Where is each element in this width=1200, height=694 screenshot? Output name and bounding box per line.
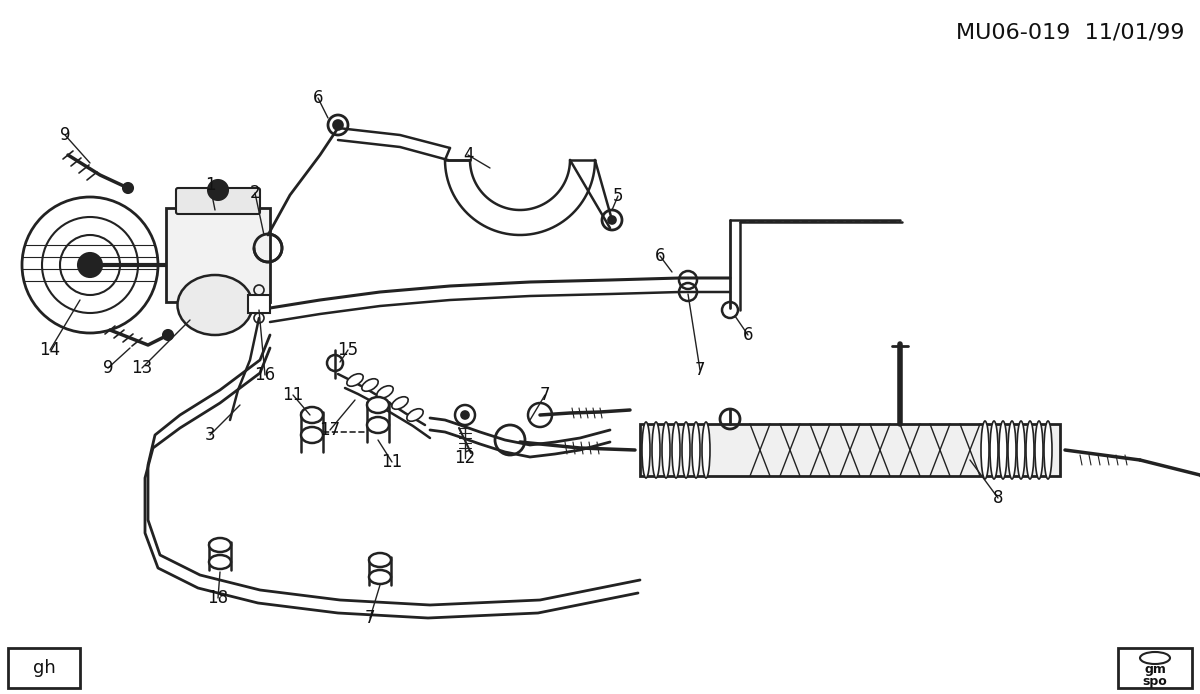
Ellipse shape <box>998 421 1007 479</box>
Text: 3: 3 <box>205 426 215 444</box>
Ellipse shape <box>362 379 378 391</box>
Ellipse shape <box>1034 421 1043 479</box>
FancyBboxPatch shape <box>176 188 260 214</box>
Circle shape <box>461 411 469 419</box>
Ellipse shape <box>662 422 670 478</box>
Text: 7: 7 <box>695 361 706 379</box>
Bar <box>8 648 80 688</box>
Ellipse shape <box>209 538 230 552</box>
Text: 6: 6 <box>655 247 665 265</box>
Circle shape <box>608 216 616 224</box>
Text: 9: 9 <box>103 359 113 377</box>
Text: 2: 2 <box>250 184 260 202</box>
Bar <box>1118 648 1192 688</box>
Ellipse shape <box>301 407 323 423</box>
Text: 7: 7 <box>365 609 376 627</box>
Ellipse shape <box>990 421 998 479</box>
Bar <box>248 295 270 313</box>
Circle shape <box>208 180 228 200</box>
Text: 15: 15 <box>337 341 359 359</box>
Ellipse shape <box>370 553 391 567</box>
Circle shape <box>334 120 343 130</box>
Ellipse shape <box>672 422 680 478</box>
Text: 11: 11 <box>282 386 304 404</box>
Text: gm: gm <box>1144 663 1166 677</box>
Ellipse shape <box>982 421 989 479</box>
Ellipse shape <box>1008 421 1016 479</box>
Ellipse shape <box>347 374 364 387</box>
Ellipse shape <box>367 397 389 413</box>
Ellipse shape <box>178 275 252 335</box>
Text: spo: spo <box>1142 675 1168 688</box>
Text: 6: 6 <box>743 326 754 344</box>
Text: 1: 1 <box>205 176 215 194</box>
Ellipse shape <box>392 397 408 409</box>
Ellipse shape <box>209 555 230 569</box>
Text: 17: 17 <box>319 421 341 439</box>
Text: 7: 7 <box>540 386 551 404</box>
Bar <box>640 424 1060 476</box>
Ellipse shape <box>652 422 660 478</box>
Ellipse shape <box>377 386 394 398</box>
Circle shape <box>124 183 133 193</box>
Ellipse shape <box>692 422 700 478</box>
Ellipse shape <box>642 422 650 478</box>
Text: 13: 13 <box>131 359 152 377</box>
Text: 4: 4 <box>463 146 473 164</box>
Ellipse shape <box>682 422 690 478</box>
Text: 11: 11 <box>382 453 403 471</box>
Ellipse shape <box>1044 421 1052 479</box>
Text: gh: gh <box>32 659 55 677</box>
Ellipse shape <box>1026 421 1034 479</box>
Ellipse shape <box>1018 421 1025 479</box>
Text: 9: 9 <box>60 126 71 144</box>
Ellipse shape <box>702 422 710 478</box>
Text: 18: 18 <box>208 589 228 607</box>
Circle shape <box>163 330 173 340</box>
Text: 16: 16 <box>254 366 276 384</box>
Circle shape <box>78 253 102 277</box>
Text: MU06-019  11/01/99: MU06-019 11/01/99 <box>956 22 1186 42</box>
Ellipse shape <box>370 570 391 584</box>
Ellipse shape <box>367 417 389 433</box>
Text: 12: 12 <box>455 449 475 467</box>
FancyBboxPatch shape <box>166 208 270 302</box>
Text: 5: 5 <box>613 187 623 205</box>
Text: 6: 6 <box>313 89 323 107</box>
Text: 14: 14 <box>40 341 60 359</box>
Text: 8: 8 <box>992 489 1003 507</box>
Ellipse shape <box>301 427 323 443</box>
Ellipse shape <box>407 409 424 421</box>
